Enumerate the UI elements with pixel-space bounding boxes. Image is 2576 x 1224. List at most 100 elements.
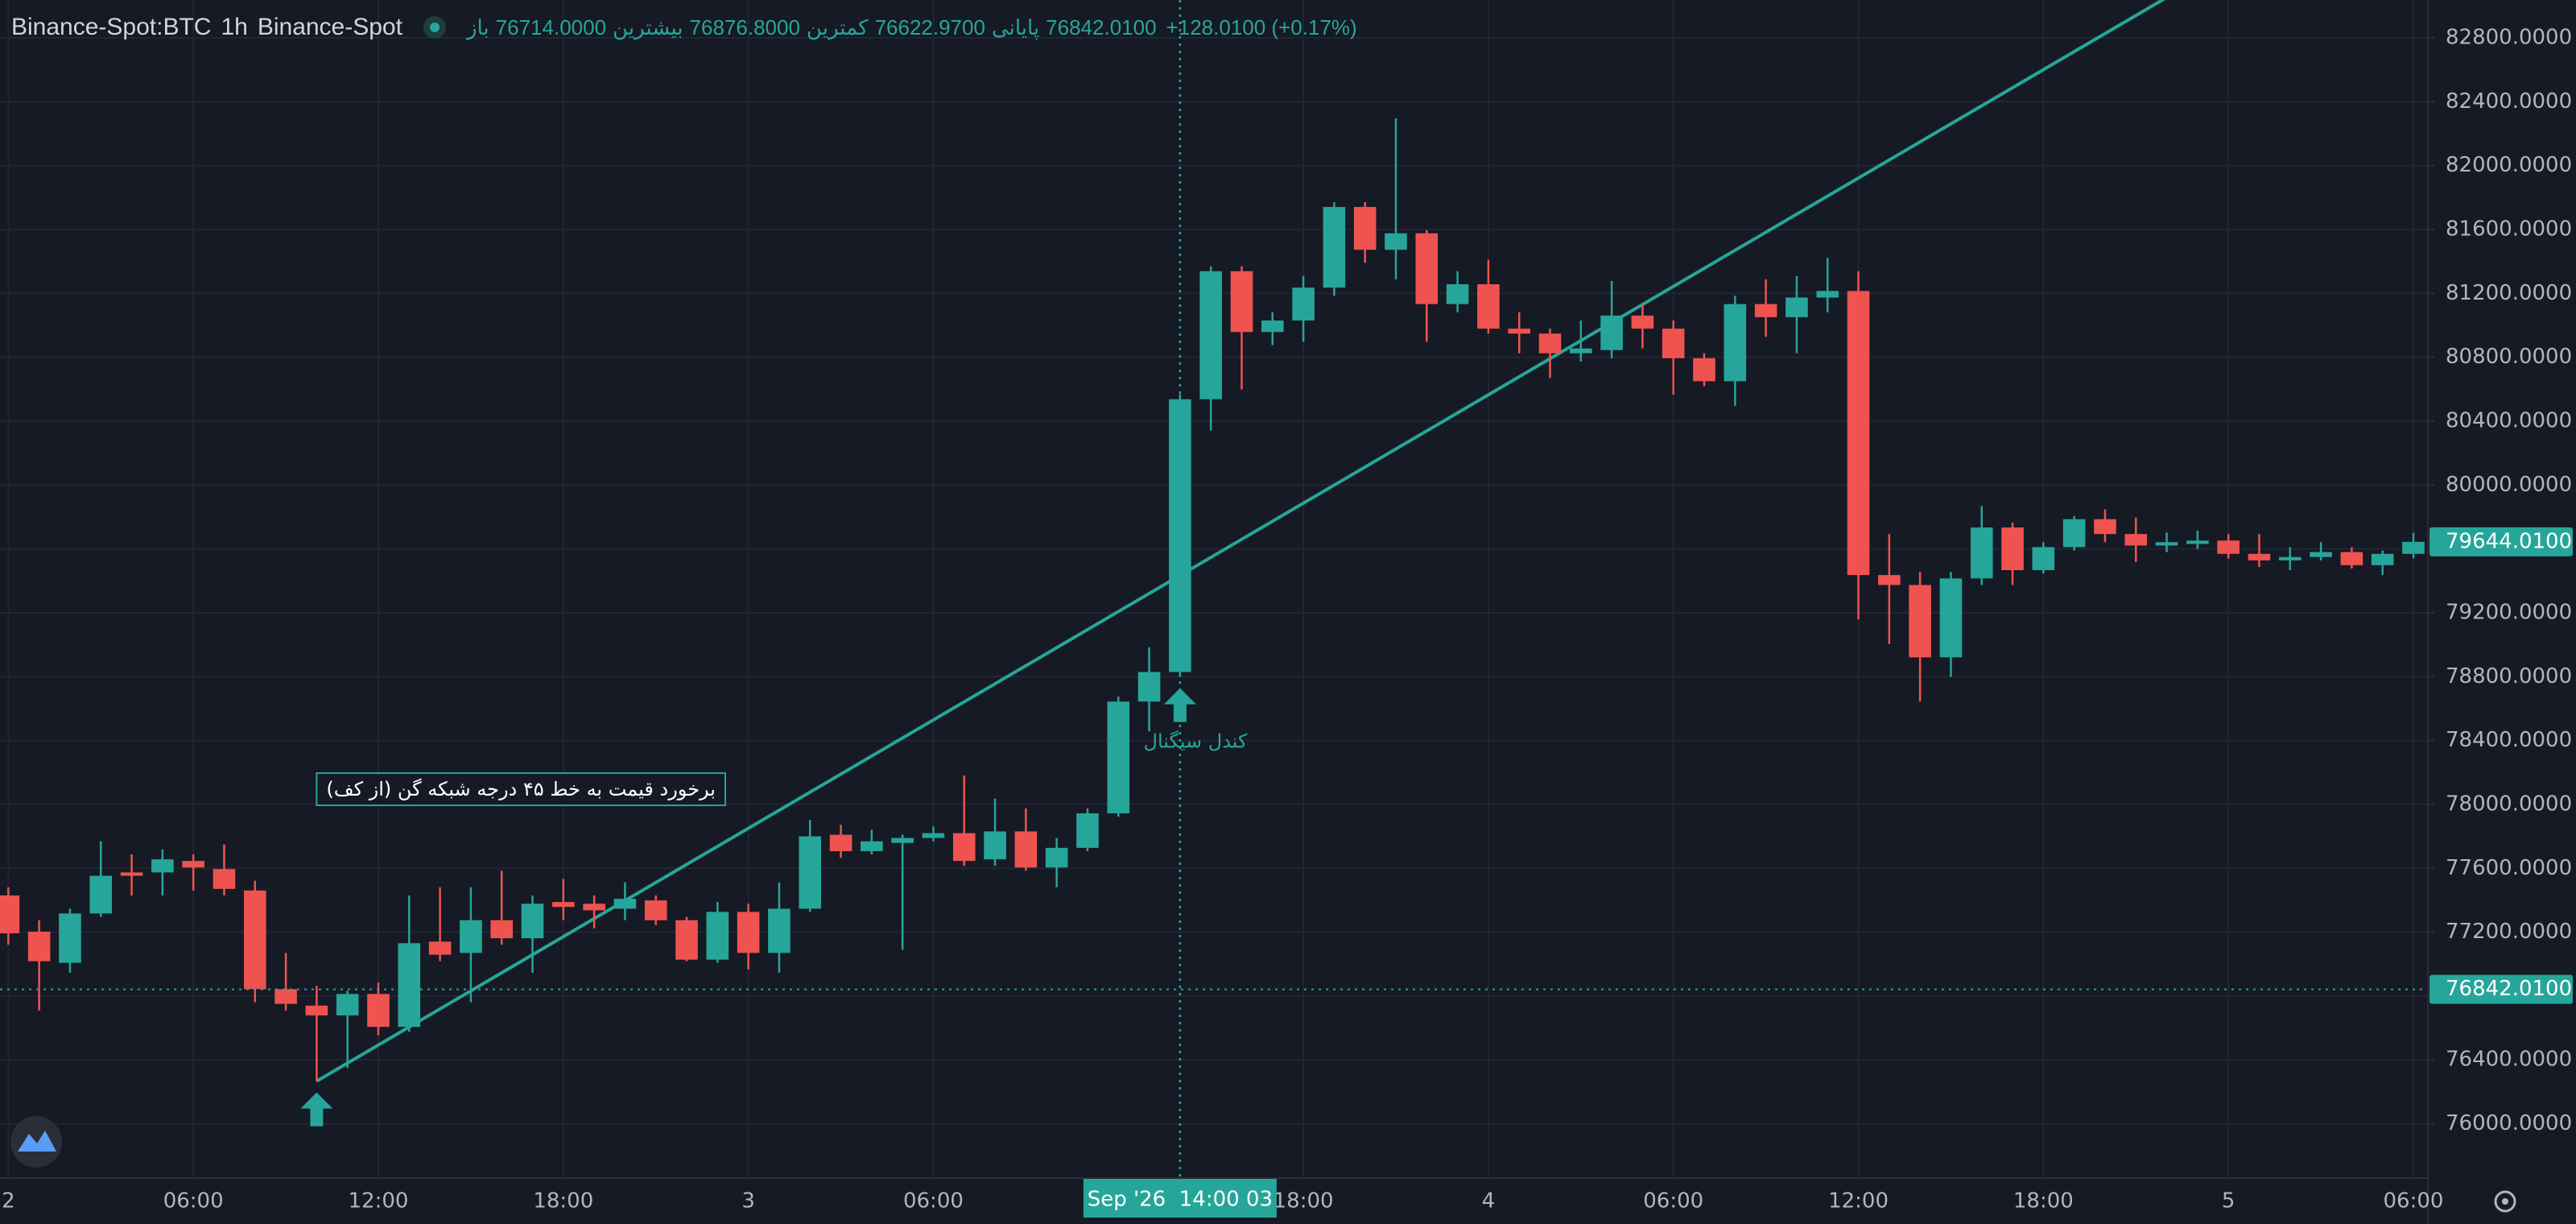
crosshair-price-label: 76842.0100 [2446,977,2572,1001]
candle-body [1014,831,1038,868]
plot [0,0,2428,1178]
y-tick-label: 77200.0000 [2446,920,2572,944]
candle-body [1199,271,1222,399]
x-tick-label: 06:00 [903,1189,964,1214]
candle-body [89,875,113,914]
candle-body [243,890,266,990]
settings-icon[interactable] [2494,1190,2516,1213]
candle-body [2310,552,2332,557]
ohlc-value: 76714.0000 [495,14,607,39]
y-tick-label: 78400.0000 [2446,728,2572,752]
candle-body [1600,315,1623,350]
ohlc-label: بیشترین [613,14,683,39]
crosshair-price-badge [2429,974,2573,1004]
candle-body [336,994,359,1015]
candle-body [1878,575,1901,585]
candle-body [984,831,1006,860]
candle-body [213,869,236,889]
ohlc-values: باز 76714.0000 بیشترین 76876.8000 کمترین 7662… [467,15,1157,40]
candle-body [2155,542,2178,546]
candle-body [891,837,914,843]
change: +128.0100 (+0.17%) [1166,14,1357,39]
candle-body [1785,297,1808,317]
candle-body [1292,287,1315,321]
candle-body [120,872,143,876]
ohlc-value: 76876.8000 [689,14,800,39]
candle-body [275,989,297,1004]
candle-body [1816,291,1839,298]
candle-body [398,943,421,1028]
candle-body [2402,541,2425,554]
legend-header: Binance-Spot:BTC 1h Binance-Spot باز 7671… [11,10,1357,45]
candle-body [644,900,667,920]
y-tick-label: 76000.0000 [2446,1111,2572,1135]
candle-body [367,994,390,1028]
candle-body [583,904,605,911]
y-tick-label: 78000.0000 [2446,792,2572,816]
candle-body [768,908,791,953]
y-tick-label: 81200.0000 [2446,281,2572,305]
candle-body [2124,534,2148,546]
candle-body [2371,553,2394,565]
candle-body [1570,348,1592,354]
candle-body [552,902,575,908]
x-tick-label: 12:00 [349,1189,409,1214]
y-tick-label: 80800.0000 [2446,345,2572,369]
x-tick-label: 18:00 [1274,1189,1334,1214]
candle-body [428,941,452,955]
signal-arrow [300,1092,333,1127]
candle-body [2062,519,2086,548]
y-tick-label: 80000.0000 [2446,473,2572,497]
last-price-label: 79644.0100 [2446,529,2572,553]
ohlc-value: 76622.9700 [874,14,985,39]
exchange: Binance-Spot [257,14,402,40]
y-tick-label: 77600.0000 [2446,856,2572,880]
candle-body [151,859,174,873]
ohlc-label: کمترین [806,14,869,39]
x-tick-label: 4 [1482,1189,1496,1214]
candle-body [1847,291,1870,576]
candle-body [1939,578,1963,658]
annotation-box [316,772,726,807]
candle-body [1261,320,1284,333]
candle-body [952,833,976,862]
y-tick-label: 79200.0000 [2446,600,2572,624]
interval[interactable]: 1h [221,14,248,40]
candle-body [799,836,822,909]
annotation-text: برخورد قیمت به خط ۴۵ درجه شبکه گن (از کف… [326,778,716,800]
candle-body [1415,233,1439,304]
candle-body [2032,547,2055,570]
candle-body [59,913,81,963]
candle-body [2217,540,2240,554]
annotation-text: کندل سیگنال [1144,730,1249,753]
candle-body [829,834,852,852]
y-tick-label: 82400.0000 [2446,89,2572,114]
ohlc-label: پایانی [991,14,1040,39]
candle-body [737,912,760,953]
crosshair-time-label: Sep '26 14:00 03 [1088,1188,1273,1212]
candle-body [1970,527,1993,579]
y-tick-label: 80400.0000 [2446,408,2572,432]
x-tick-label: 18:00 [2013,1189,2074,1214]
symbol[interactable]: Binance-Spot:BTC [11,14,212,40]
x-tick-label: 06:00 [2384,1189,2444,1214]
candle-body [1076,813,1099,848]
candle-body [182,861,204,868]
candle-body [1230,271,1253,333]
candle-body [1538,333,1562,354]
candle-body [305,1005,328,1015]
x-tick-label: 2 [2,1189,15,1214]
candle-body [2340,552,2363,565]
candle-body [1693,358,1715,382]
logo [10,1116,62,1168]
candle-body [1353,207,1377,250]
candle-body [706,912,729,960]
candle-body [27,931,51,961]
candle-body [1909,585,1931,658]
y-tick-label: 81600.0000 [2446,217,2572,241]
candle-body [1137,672,1161,702]
x-tick-label: 5 [2222,1189,2235,1214]
last-price-badge [2429,527,2573,556]
